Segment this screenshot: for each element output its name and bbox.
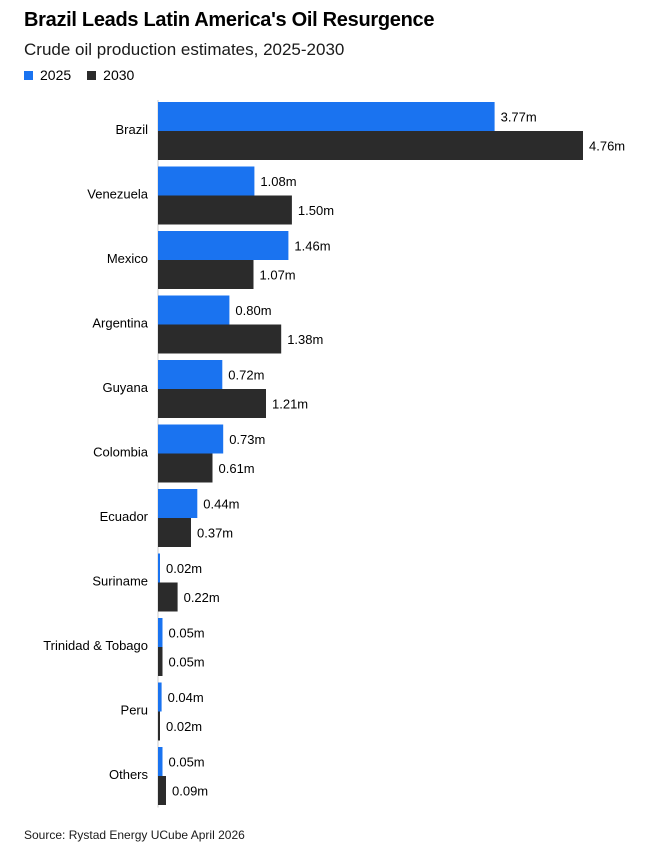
- data-label-2030: 4.76m: [589, 139, 625, 154]
- category-label: Trinidad & Tobago: [43, 638, 148, 653]
- category-label: Others: [109, 767, 149, 782]
- data-label-2025: 0.73m: [229, 432, 265, 447]
- legend-label-2025: 2025: [40, 67, 72, 83]
- category-label: Brazil: [115, 122, 148, 137]
- data-label-2025: 0.04m: [168, 690, 204, 705]
- bar-2030: [158, 324, 282, 354]
- bar-2030: [158, 647, 163, 676]
- source-note: Source: Rystad Energy UCube April 2026: [24, 828, 245, 842]
- bar-2030: [158, 195, 292, 225]
- bar-2025: [158, 618, 163, 647]
- category-label: Mexico: [107, 251, 148, 266]
- bar-2025: [158, 231, 289, 260]
- bar-2030: [158, 131, 583, 160]
- category-label: Peru: [121, 703, 148, 718]
- bar-2030: [158, 260, 254, 289]
- category-label: Ecuador: [100, 509, 149, 524]
- data-label-2030: 1.50m: [298, 203, 334, 218]
- data-label-2025: 0.80m: [235, 303, 271, 318]
- data-label-2025: 0.05m: [169, 626, 205, 641]
- data-label-2030: 0.05m: [169, 655, 205, 670]
- data-label-2025: 3.77m: [501, 110, 537, 125]
- bar-2030: [158, 389, 266, 418]
- category-label: Guyana: [102, 380, 148, 395]
- bar-2025: [158, 747, 163, 776]
- legend-label-2030: 2030: [103, 67, 135, 83]
- data-label-2030: 0.61m: [219, 461, 255, 476]
- bar-2030: [158, 711, 160, 741]
- bar-2025: [158, 166, 255, 196]
- legend-swatch-2025: [24, 70, 33, 80]
- data-label-2030: 0.02m: [166, 719, 202, 734]
- data-label-2030: 1.21m: [272, 397, 308, 412]
- data-label-2025: 0.02m: [166, 561, 202, 576]
- chart-title: Brazil Leads Latin America's Oil Resurge…: [24, 9, 435, 31]
- category-label: Colombia: [93, 445, 149, 460]
- chart-subtitle: Crude oil production estimates, 2025-203…: [24, 40, 345, 59]
- legend-item-2030: 2030: [87, 67, 134, 83]
- data-label-2030: 0.22m: [184, 590, 220, 605]
- bar-2030: [158, 518, 191, 547]
- legend-swatch-2030: [87, 70, 97, 80]
- data-label-2025: 0.44m: [203, 497, 239, 512]
- data-label-2025: 0.05m: [169, 755, 205, 770]
- bar-2025: [158, 424, 224, 454]
- bar-2030: [158, 453, 213, 483]
- data-label-2030: 1.38m: [287, 332, 323, 347]
- data-label-2025: 1.46m: [294, 239, 330, 254]
- legend-item-2025: 2025: [24, 67, 71, 83]
- bar-2025: [158, 360, 223, 389]
- bar-2030: [158, 776, 166, 805]
- bar-2025: [158, 102, 495, 131]
- data-label-2025: 1.08m: [260, 174, 296, 189]
- category-label: Venezuela: [87, 187, 148, 202]
- data-label-2025: 0.72m: [228, 368, 264, 383]
- category-label: Argentina: [92, 316, 148, 331]
- bar-2025: [158, 553, 160, 583]
- data-label-2030: 0.09m: [172, 784, 208, 799]
- data-label-2030: 1.07m: [260, 268, 296, 283]
- data-label-2030: 0.37m: [197, 526, 233, 541]
- bar-2030: [158, 582, 178, 612]
- legend: 2025 2030: [24, 67, 150, 83]
- bar-2025: [158, 682, 162, 712]
- category-label: Suriname: [92, 574, 148, 589]
- bar-2025: [158, 489, 198, 518]
- bar-2025: [158, 295, 230, 325]
